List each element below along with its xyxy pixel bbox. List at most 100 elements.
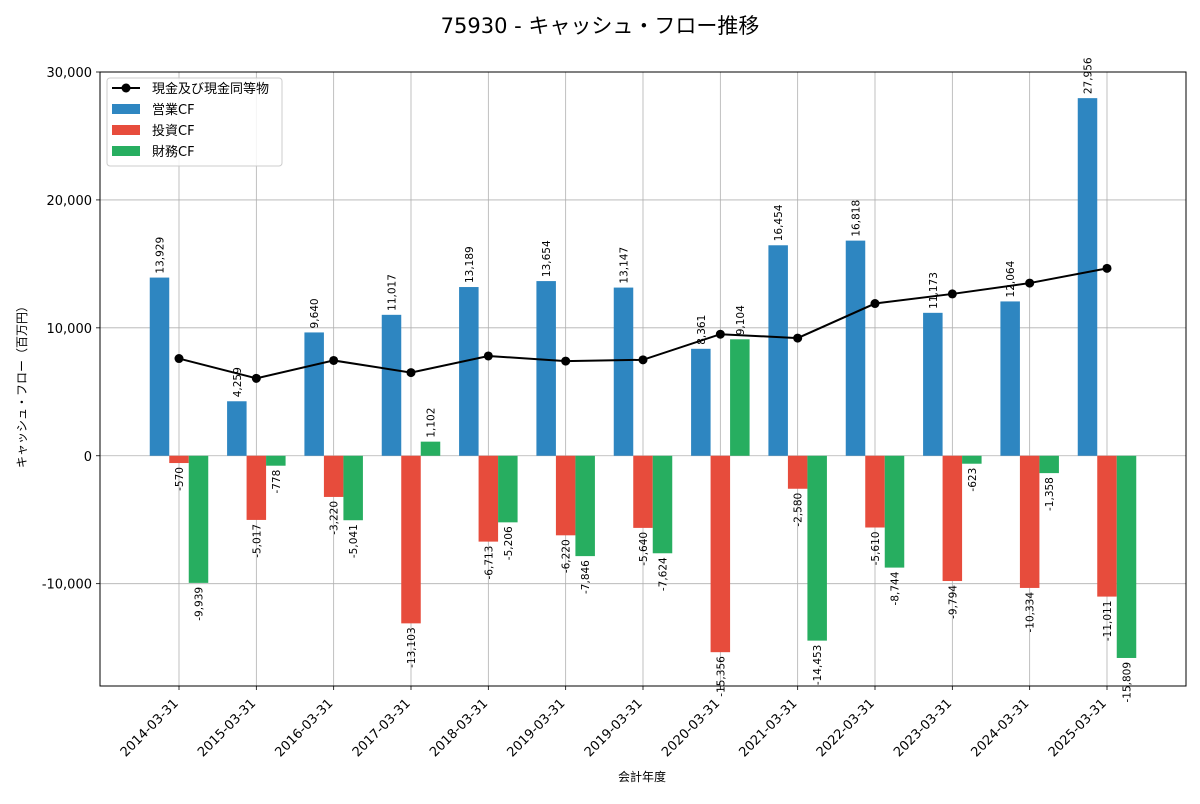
data-label: -15,809: [1122, 662, 1134, 703]
data-label: 16,818: [851, 200, 863, 237]
data-label: -5,610: [870, 532, 882, 566]
cash-balance-point: [793, 333, 803, 343]
bar-営業CF: [304, 332, 324, 456]
legend-marker: [121, 83, 131, 93]
data-label: -9,939: [194, 587, 206, 621]
x-tick-label: 2020-03-31: [659, 696, 723, 760]
cash-balance-point: [1025, 278, 1035, 288]
legend-swatch: [112, 104, 140, 114]
legend-label: 営業CF: [152, 102, 195, 118]
data-label: 11,017: [387, 274, 399, 311]
bar-営業CF: [459, 287, 479, 456]
bar-投資CF: [1097, 455, 1117, 597]
cash-balance-point: [870, 299, 880, 309]
data-label: 16,454: [773, 204, 785, 241]
data-label: 1,102: [426, 408, 438, 438]
cash-balance-point: [638, 355, 648, 365]
data-label: -5,017: [251, 524, 263, 558]
bar-財務CF: [420, 441, 441, 456]
data-label: 13,147: [619, 247, 631, 284]
bar-財務CF: [188, 455, 209, 583]
cash-balance-point: [406, 368, 416, 378]
x-tick-label: 2023-03-31: [891, 696, 955, 760]
bar-財務CF: [1116, 455, 1137, 658]
bar-投資CF: [478, 455, 499, 542]
data-label: 12,064: [1005, 260, 1017, 297]
x-tick-label: 2016-03-31: [272, 696, 336, 760]
legend-swatch: [112, 146, 140, 156]
data-label: -7,846: [580, 560, 592, 594]
data-label: 13,929: [155, 237, 167, 274]
cash-balance-point: [1102, 263, 1112, 273]
bar-営業CF: [613, 287, 634, 456]
data-label: -1,358: [1044, 477, 1056, 511]
bar-投資CF: [1019, 455, 1040, 588]
bar-投資CF: [555, 455, 576, 536]
x-tick-label: 2021-03-31: [736, 696, 800, 760]
data-label: 9,640: [309, 298, 321, 328]
cash-balance-point: [561, 356, 571, 366]
y-tick-label: 30,000: [47, 66, 93, 81]
x-tick-label: 2024-03-31: [968, 696, 1032, 760]
x-tick-label: 2014-03-31: [118, 696, 182, 760]
data-label: 8,361: [696, 315, 708, 345]
bar-営業CF: [227, 401, 247, 456]
data-label: -6,220: [561, 539, 573, 573]
data-label: 13,654: [541, 240, 553, 277]
cash-balance-point: [483, 351, 493, 361]
bar-投資CF: [246, 455, 267, 520]
x-tick-label: 2018-03-31: [427, 696, 491, 760]
bar-営業CF: [691, 348, 711, 456]
y-tick-label: 20,000: [47, 194, 93, 209]
x-tick-label: 2022-03-31: [814, 696, 878, 760]
data-label: -8,744: [890, 571, 902, 605]
legend-label: 現金及び現金同等物: [152, 81, 269, 97]
data-label: -6,713: [483, 546, 495, 580]
data-labels: 13,929 4,259 9,640 11,017 13,189 13,654 13,147…: [155, 57, 1134, 702]
x-tick-label: 2019-03-31: [504, 696, 568, 760]
bar-投資CF: [323, 455, 344, 497]
legend-swatch: [112, 125, 140, 135]
bar-財務CF: [343, 455, 363, 521]
data-label: -7,624: [658, 557, 670, 591]
bar-財務CF: [1039, 455, 1059, 474]
bar-投資CF: [169, 455, 189, 464]
x-tick-label: 2019-03-31: [582, 696, 646, 760]
data-label: -3,220: [329, 501, 341, 535]
data-label: -5,640: [638, 532, 650, 566]
bar-財務CF: [807, 455, 827, 641]
data-label: -778: [271, 470, 283, 494]
bar-営業CF: [768, 245, 788, 456]
bar-投資CF: [401, 455, 421, 624]
data-label: -14,453: [812, 645, 824, 686]
legend-label: 財務CF: [152, 145, 195, 160]
data-label: -5,041: [348, 524, 360, 558]
bar-財務CF: [575, 455, 595, 557]
data-label: 4,259: [232, 367, 244, 397]
y-tick-label: 0: [84, 450, 92, 465]
data-label: -15,356: [715, 656, 727, 697]
legend-box: [106, 77, 283, 167]
data-label: 27,956: [1083, 57, 1095, 94]
chart-title: 75930 - キャッシュ・フロー推移: [441, 14, 760, 38]
x-tick-label: 2025-03-31: [1046, 696, 1110, 760]
bar-財務CF: [652, 455, 673, 554]
bar-投資CF: [787, 455, 808, 489]
data-label: 11,173: [928, 272, 940, 309]
bar-営業CF: [536, 281, 556, 456]
bar-財務CF: [266, 455, 286, 466]
cash-balance-point: [174, 354, 184, 364]
y-axis-label: キャッシュ・フロー（百万円）: [15, 300, 29, 468]
bar-series: [149, 98, 1137, 658]
data-label: 9,104: [735, 305, 747, 335]
line-series: [174, 263, 1112, 383]
cash-balance-point: [251, 373, 261, 383]
data-label: -9,794: [947, 585, 959, 619]
data-label: -570: [174, 467, 186, 491]
bar-投資CF: [865, 455, 885, 528]
bar-投資CF: [710, 455, 731, 653]
bar-投資CF: [942, 455, 963, 582]
cash-balance-point: [329, 355, 339, 365]
